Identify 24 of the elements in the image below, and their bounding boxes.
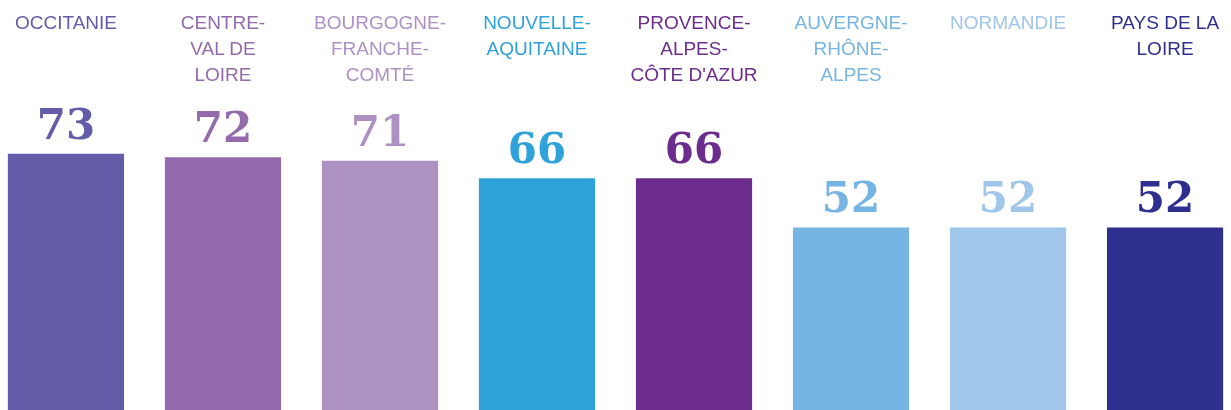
x-tick-label: PAYS DE LA LOIRE — [1111, 12, 1220, 59]
x-tick-label: AUVERGNE-RHÔNE-ALPES — [794, 12, 908, 85]
x-tick-label: NOUVELLE-AQUITAINE — [483, 12, 591, 59]
bar — [635, 178, 753, 410]
bar — [7, 153, 125, 410]
data-label: 52 — [1135, 173, 1195, 223]
data-label: 66 — [507, 124, 567, 174]
x-tick-label: CENTRE-VAL DE LOIRE — [180, 12, 266, 85]
bar — [321, 160, 439, 410]
data-label: 73 — [36, 99, 96, 149]
x-tick-label: PROVENCE-ALPES-CÔTE D'AZUR — [630, 12, 758, 85]
bar — [1106, 227, 1224, 410]
data-label: 66 — [664, 124, 724, 174]
data-label: 52 — [821, 173, 881, 223]
x-tick-label: NORMANDIE — [949, 12, 1067, 33]
x-tick-label: BOURGOGNE-FRANCHE-COMTÉ — [314, 12, 446, 85]
data-label: 52 — [978, 173, 1038, 223]
data-label: 71 — [350, 106, 410, 156]
bar — [164, 157, 282, 410]
bar — [478, 178, 596, 410]
data-label: 72 — [193, 103, 253, 153]
bar — [949, 227, 1067, 410]
bar — [792, 227, 910, 410]
x-tick-label: OCCITANIE — [14, 12, 117, 33]
